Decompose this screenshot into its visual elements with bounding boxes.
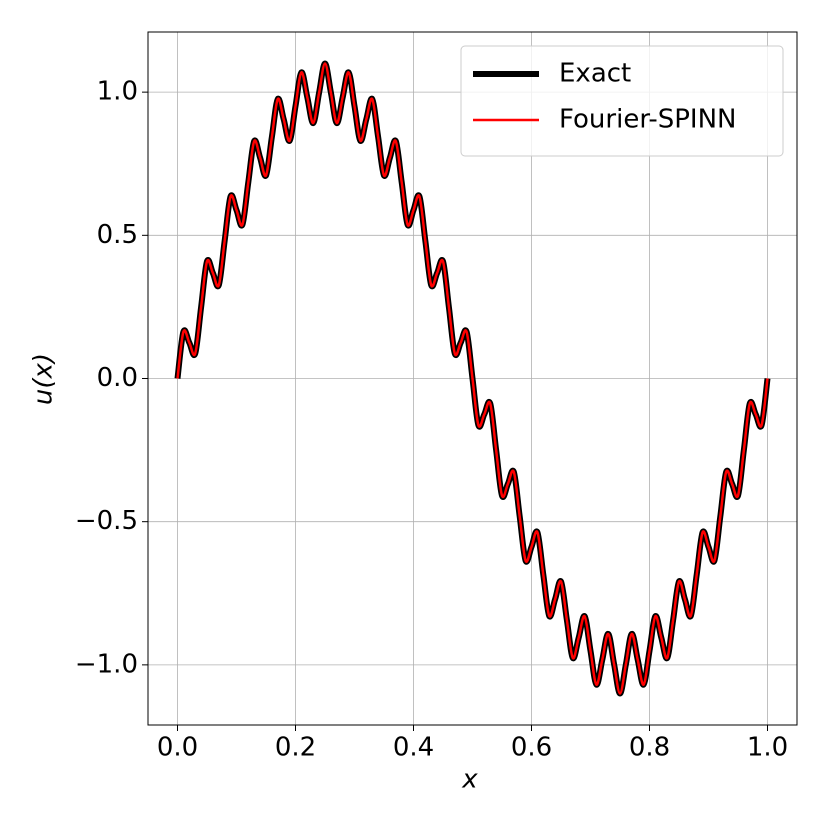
x-tick-label: 0.0 (157, 733, 198, 763)
x-axis-label: x (461, 765, 478, 795)
legend: Exact Fourier-SPINN (460, 45, 784, 157)
x-tick-label: 0.8 (629, 733, 670, 763)
y-tick-label: 0.0 (97, 363, 138, 393)
plot-frame (147, 31, 798, 726)
x-tick-label: 0.2 (275, 733, 316, 763)
y-tick-label: 0.5 (97, 220, 138, 250)
y-tick-label: −1.0 (75, 649, 138, 679)
line-series (176, 62, 769, 695)
y-tick-label: 1.0 (97, 77, 138, 107)
legend-label: Exact (559, 59, 631, 89)
x-tick-label: 0.6 (511, 733, 552, 763)
x-tick-label: 1.0 (747, 733, 788, 763)
legend-box (460, 45, 784, 157)
legend-label: Fourier-SPINN (559, 105, 736, 135)
x-tick-label: 0.4 (393, 733, 434, 763)
y-tick-label: −0.5 (75, 506, 138, 536)
y-axis-label: u(x) (29, 353, 59, 405)
